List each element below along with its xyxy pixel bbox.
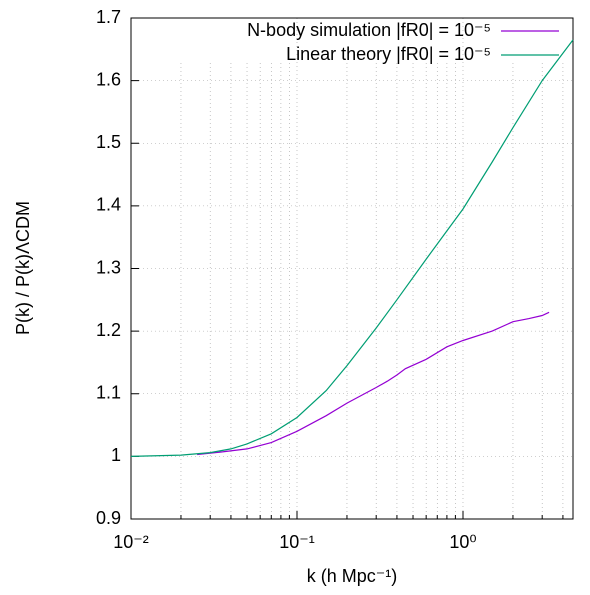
y-tick-label: 1.5 [96, 132, 121, 152]
x-tick-label: 10⁰ [449, 532, 476, 552]
y-tick-label: 1.4 [96, 195, 121, 215]
y-tick-label: 1.6 [96, 69, 121, 89]
legend-label: Linear theory |fR0| = 10⁻⁵ [286, 44, 491, 64]
x-tick-label: 10⁻² [113, 532, 149, 552]
legend-label: N-body simulation |fR0| = 10⁻⁵ [247, 20, 491, 40]
y-tick-label: 1 [111, 445, 121, 465]
y-tick-label: 1.7 [96, 7, 121, 27]
x-tick-label: 10⁻¹ [279, 532, 315, 552]
y-axis-label: P(k) / P(k)ΛCDM [13, 201, 33, 335]
y-tick-label: 0.9 [96, 508, 121, 528]
line-series [197, 311, 550, 456]
line-series [130, 39, 574, 457]
y-tick-label: 1.3 [96, 257, 121, 277]
plot-frame [130, 17, 574, 520]
y-tick-label: 1.2 [96, 320, 121, 340]
x-axis-label: k (h Mpc⁻¹) [307, 566, 398, 586]
y-tick-label: 1.1 [96, 383, 121, 403]
